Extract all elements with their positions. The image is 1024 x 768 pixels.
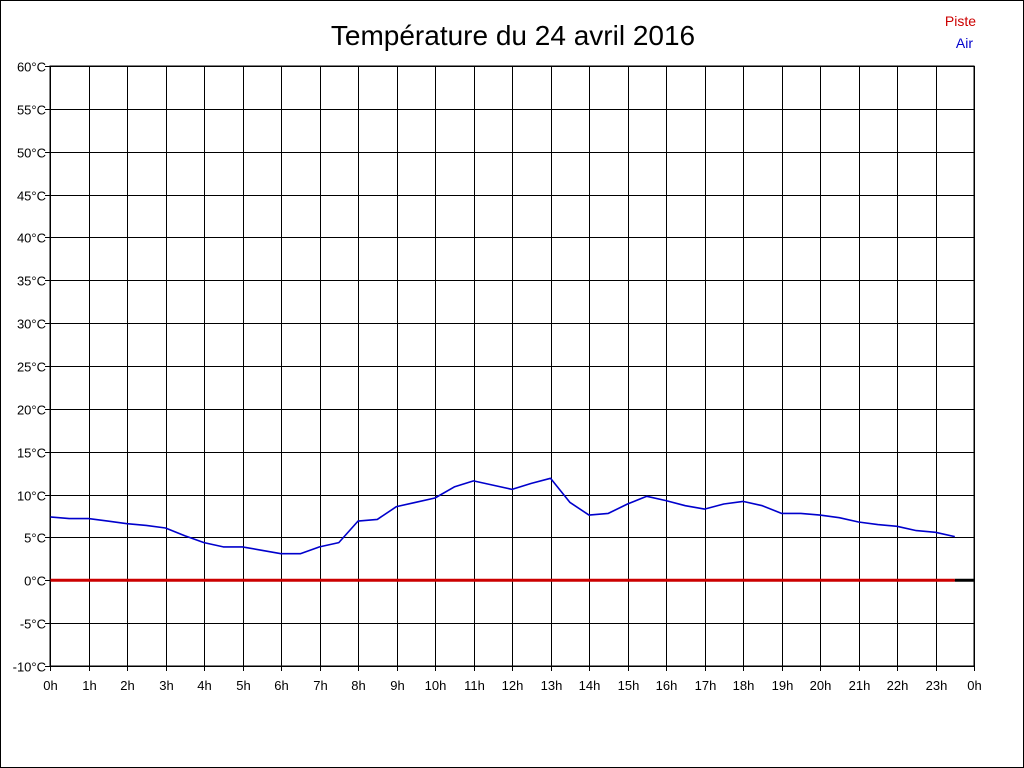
x-tick-label: 15h	[618, 678, 640, 693]
x-tick-label: 1h	[82, 678, 96, 693]
y-tick-label: 30°C	[17, 317, 46, 332]
x-tick-label: 2h	[120, 678, 134, 693]
series-layer	[49, 477, 955, 582]
y-axis-ticks: 60°C 55°C 50°C 45°C 40°C 35°C 30°C 25°C 20°C 15°C…	[13, 60, 50, 675]
x-tick-label: 17h	[695, 678, 717, 693]
y-tick-label: 15°C	[17, 446, 46, 461]
x-tick-label: 12h	[502, 678, 524, 693]
x-tick-label: 13h	[541, 678, 563, 693]
plot-area-border	[49, 65, 975, 667]
x-tick-label: 11h	[464, 678, 485, 693]
series-line-air	[49, 477, 955, 555]
legend-entry-air: Air	[956, 35, 973, 51]
y-tick-label: 50°C	[17, 146, 46, 161]
y-tick-label: 10°C	[17, 489, 46, 504]
y-tick-label: 25°C	[17, 360, 46, 375]
x-axis-ticks: 0h 1h 2h 3h 4h 5h 6h 7h 8h 9h 10h 11h 12h 13h 14h 15h 16…	[43, 666, 982, 693]
x-tick-label: 18h	[733, 678, 755, 693]
x-tick-label: 7h	[313, 678, 327, 693]
y-tick-label: 5°C	[24, 531, 46, 546]
x-tick-label: 4h	[197, 678, 211, 693]
x-tick-label: 19h	[772, 678, 794, 693]
legend-entry-piste: Piste	[945, 13, 976, 29]
x-tick-label: 21h	[849, 678, 871, 693]
x-tick-label: 9h	[390, 678, 404, 693]
y-tick-label: 55°C	[17, 103, 46, 118]
y-tick-label: -10°C	[13, 660, 46, 675]
x-tick-label: 6h	[274, 678, 288, 693]
y-tick-label: 0°C	[24, 574, 46, 589]
x-tick-label: 0h	[967, 678, 981, 693]
y-tick-label: 35°C	[17, 274, 46, 289]
y-tick-label: 40°C	[17, 231, 46, 246]
x-tick-label: 0h	[43, 678, 57, 693]
y-tick-label: 60°C	[17, 60, 46, 75]
grid	[50, 66, 975, 667]
x-tick-label: 3h	[159, 678, 173, 693]
x-tick-label: 8h	[351, 678, 365, 693]
x-tick-label: 22h	[887, 678, 909, 693]
chart-title: Température du 24 avril 2016	[331, 20, 695, 51]
y-tick-label: 45°C	[17, 189, 46, 204]
x-tick-label: 23h	[926, 678, 948, 693]
x-tick-label: 16h	[656, 678, 678, 693]
x-tick-label: 10h	[425, 678, 447, 693]
x-tick-label: 14h	[579, 678, 601, 693]
y-tick-label: -5°C	[20, 617, 46, 632]
x-tick-label: 5h	[236, 678, 250, 693]
y-tick-label: 20°C	[17, 403, 46, 418]
x-tick-label: 20h	[810, 678, 832, 693]
